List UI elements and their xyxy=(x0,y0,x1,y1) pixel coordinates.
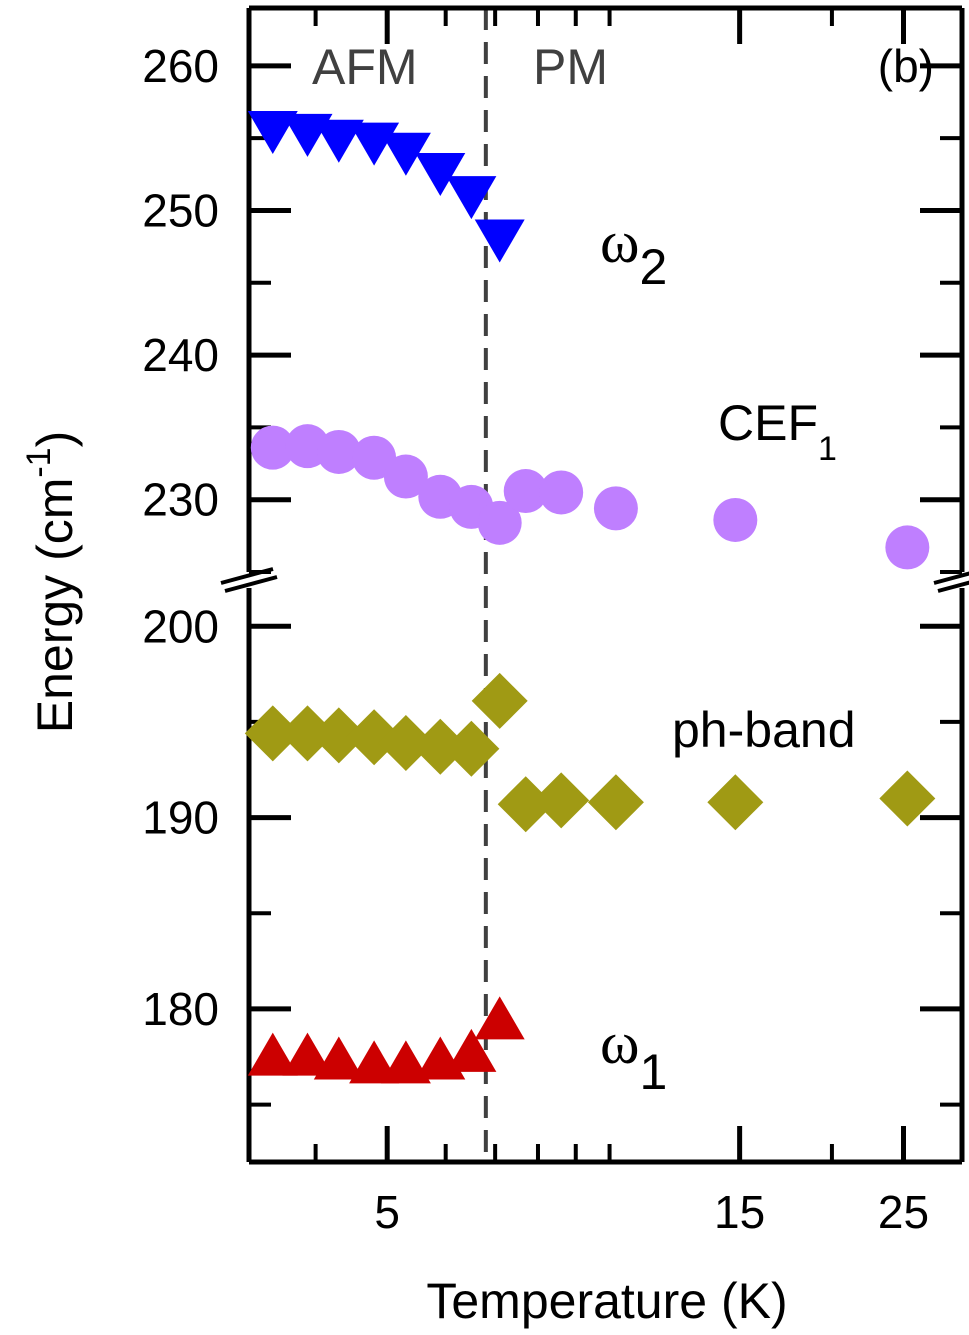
marker-2-5 xyxy=(415,152,466,196)
marker-cef1-12 xyxy=(885,525,930,570)
region-label-afm: AFM xyxy=(312,39,418,95)
marker-1-7 xyxy=(474,996,525,1040)
series-label-ph-band: ph-band xyxy=(672,702,856,758)
marker-phband-9 xyxy=(533,772,590,829)
axis-break-mark-right-b xyxy=(937,580,969,593)
y-tick-label-260: 260 xyxy=(142,40,219,92)
marker-2-6 xyxy=(446,176,497,220)
y-tick-label-180: 180 xyxy=(142,983,219,1035)
axis-break-mark-right-a xyxy=(933,571,969,585)
marker-2-4 xyxy=(380,132,431,176)
marker-cef1-11 xyxy=(713,497,758,542)
marker-phband-8 xyxy=(497,776,554,833)
y-tick-label-230: 230 xyxy=(142,474,219,526)
marker-phband-11 xyxy=(707,774,764,831)
marker-cef1-0 xyxy=(250,425,295,470)
x-axis-title: Temperature (K) xyxy=(426,1273,787,1329)
marker-phband-10 xyxy=(587,774,644,831)
y-tick-label-240: 240 xyxy=(142,329,219,381)
marker-cef1-10 xyxy=(593,486,638,531)
marker-phband-7 xyxy=(471,672,528,729)
series-label-omega2: ω2 xyxy=(600,209,667,295)
axis-break-mark-left-b xyxy=(224,575,278,593)
marker-1-0 xyxy=(247,1032,298,1076)
marker-cef1-2 xyxy=(316,429,361,474)
y-tick-label-250: 250 xyxy=(142,184,219,236)
region-label-pm: PM xyxy=(533,39,608,95)
marker-2-7 xyxy=(474,219,525,263)
y-axis-title: Energy (cm-1) xyxy=(20,431,83,734)
marker-1-4 xyxy=(380,1040,431,1084)
marker-phband-5 xyxy=(412,718,469,775)
marker-1-2 xyxy=(313,1036,364,1080)
marker-1-1 xyxy=(282,1032,333,1076)
marker-phband-2 xyxy=(310,707,367,764)
series-label-omega1: ω1 xyxy=(600,1010,667,1100)
marker-1-3 xyxy=(349,1040,400,1084)
marker-2-2 xyxy=(313,119,364,163)
marker-cef1-9 xyxy=(539,470,584,515)
marker-cef1-8 xyxy=(503,469,548,514)
marker-phband-4 xyxy=(377,714,434,771)
plot-frame xyxy=(220,5,969,1165)
marker-1-6 xyxy=(446,1028,497,1072)
marker-cef1-3 xyxy=(352,435,397,480)
panel-label: (b) xyxy=(878,40,934,92)
y-tick-label-190: 190 xyxy=(142,792,219,844)
marker-phband-1 xyxy=(279,705,336,762)
x-tick-label-5: 5 xyxy=(374,1186,400,1238)
marker-phband-12 xyxy=(879,770,936,827)
y-tick-label-200: 200 xyxy=(142,600,219,652)
series-label-cef1: CEF1 xyxy=(718,395,837,468)
marker-cef1-4 xyxy=(383,454,428,499)
marker-phband-6 xyxy=(443,720,500,777)
marker-phband-0 xyxy=(244,705,301,762)
marker-2-0 xyxy=(247,111,298,155)
data-markers xyxy=(244,111,936,1084)
x-tick-label-25: 25 xyxy=(878,1186,929,1238)
marker-cef1-7 xyxy=(477,500,522,545)
axis-break-gap-left xyxy=(225,572,273,588)
axis-tick-labels: 180 190 200 230 240 250 260 5 15 25 xyxy=(142,40,929,1238)
x-tick-label-15: 15 xyxy=(714,1186,765,1238)
